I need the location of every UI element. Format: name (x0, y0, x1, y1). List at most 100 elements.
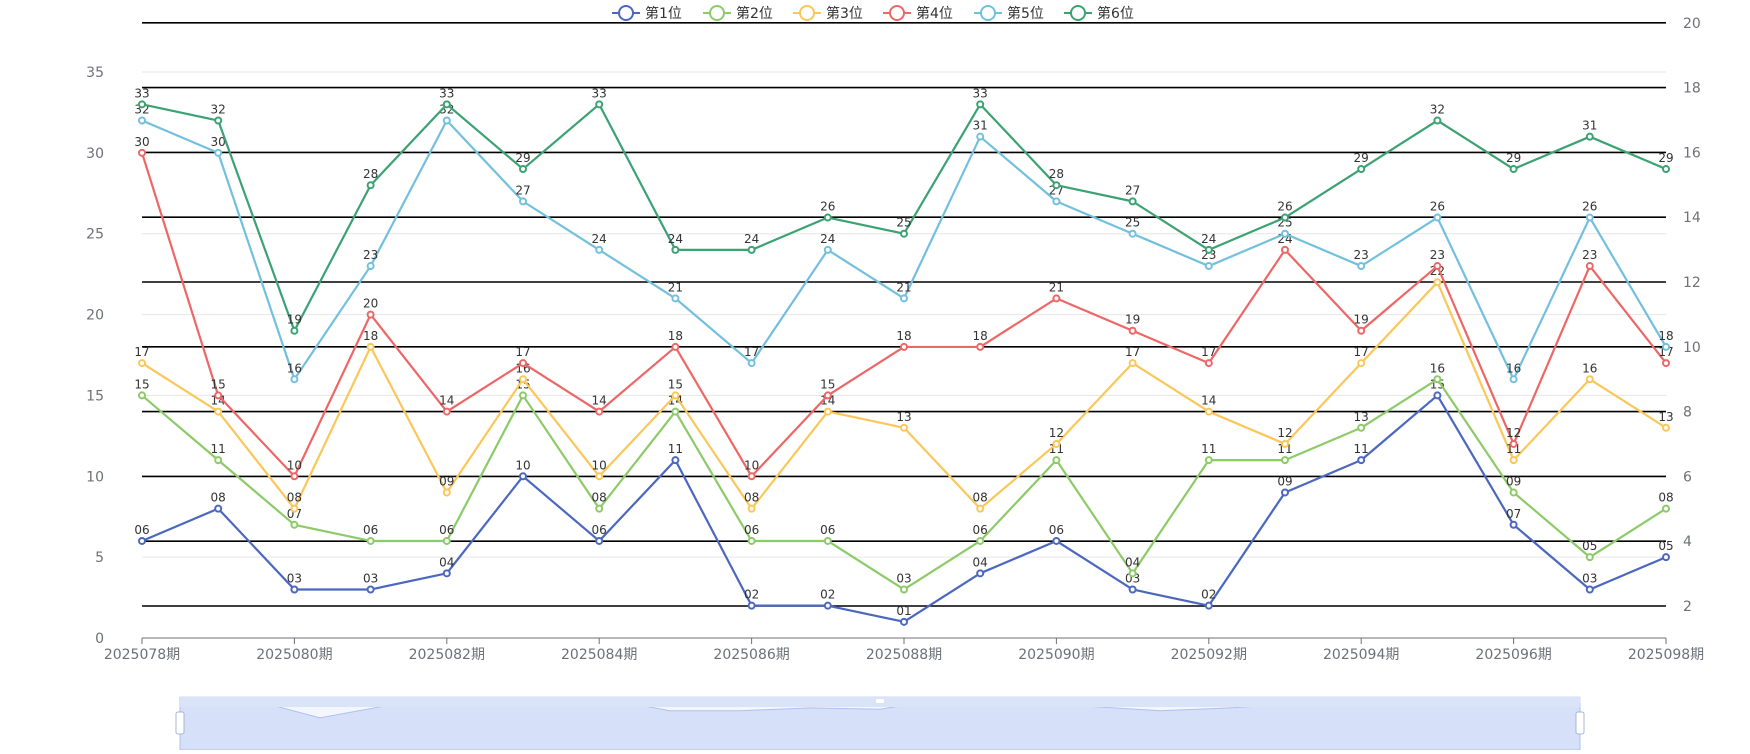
data-point[interactable] (976, 536, 985, 545)
data-point[interactable] (1204, 601, 1213, 610)
data-point[interactable] (290, 326, 299, 335)
data-point[interactable] (214, 148, 223, 157)
data-point[interactable] (1204, 456, 1213, 465)
data-point[interactable] (1433, 391, 1442, 400)
data-point[interactable] (519, 375, 527, 384)
data-point[interactable] (1204, 245, 1213, 254)
data-point[interactable] (1128, 229, 1137, 238)
data-point[interactable] (214, 456, 223, 465)
data-point[interactable] (1509, 456, 1518, 465)
data-point[interactable] (366, 262, 375, 271)
data-point[interactable] (1281, 439, 1289, 448)
data-point[interactable] (1662, 165, 1670, 174)
data-point[interactable] (1052, 439, 1061, 448)
data-point[interactable] (747, 536, 756, 545)
data-point[interactable] (214, 116, 223, 125)
data-point[interactable] (595, 472, 604, 481)
data-point[interactable] (290, 472, 299, 481)
data-point[interactable] (1585, 585, 1594, 594)
data-point[interactable] (747, 601, 756, 610)
data-point[interactable] (519, 165, 527, 174)
data-point[interactable] (442, 100, 451, 109)
data-point[interactable] (595, 407, 604, 416)
data-point[interactable] (366, 585, 375, 594)
legend[interactable]: 第1位 第2位 第3位 第4位 第5位 第6位 (612, 5, 1134, 22)
data-point[interactable] (1433, 213, 1442, 222)
data-point[interactable] (290, 585, 299, 594)
data-point[interactable] (519, 391, 527, 400)
data-point[interactable] (1128, 585, 1137, 594)
legend-item-6[interactable]: 第6位 (1064, 5, 1134, 22)
data-point[interactable] (1357, 165, 1366, 174)
data-point[interactable] (595, 504, 604, 513)
data-point[interactable] (442, 536, 451, 545)
data-point[interactable] (1128, 197, 1137, 206)
legend-item-4[interactable]: 第4位 (883, 5, 953, 22)
data-point[interactable] (138, 359, 146, 368)
data-point[interactable] (1128, 569, 1137, 578)
data-point[interactable] (290, 375, 299, 384)
data-point[interactable] (900, 229, 908, 238)
data-point[interactable] (595, 245, 604, 254)
data-point[interactable] (1357, 423, 1366, 432)
data-point[interactable] (671, 391, 680, 400)
data-point[interactable] (1357, 359, 1366, 368)
data-point[interactable] (366, 342, 375, 351)
data-point[interactable] (1509, 375, 1518, 384)
data-point[interactable] (1662, 359, 1670, 368)
data-point[interactable] (1662, 504, 1670, 513)
data-point[interactable] (1585, 132, 1594, 141)
data-point[interactable] (138, 100, 146, 109)
data-point[interactable] (519, 197, 527, 206)
data-point[interactable] (1585, 262, 1594, 271)
data-point[interactable] (442, 488, 451, 497)
data-point[interactable] (1662, 423, 1670, 432)
data-point[interactable] (442, 569, 451, 578)
data-point[interactable] (214, 391, 223, 400)
data-point[interactable] (290, 520, 299, 529)
data-point[interactable] (1509, 520, 1518, 529)
data-point[interactable] (1433, 116, 1442, 125)
data-point[interactable] (1662, 342, 1670, 351)
data-point[interactable] (519, 472, 527, 481)
data-point[interactable] (1281, 488, 1289, 497)
slider-handle-left[interactable] (175, 711, 185, 735)
data-point[interactable] (366, 536, 375, 545)
data-point[interactable] (900, 617, 908, 626)
data-point[interactable] (823, 245, 832, 254)
data-point[interactable] (1281, 229, 1289, 238)
data-point[interactable] (1585, 375, 1594, 384)
data-point[interactable] (976, 504, 985, 513)
slider-handle-right[interactable] (1575, 711, 1585, 735)
data-point[interactable] (823, 601, 832, 610)
data-point[interactable] (900, 423, 908, 432)
data-point[interactable] (1433, 278, 1442, 287)
data-point[interactable] (1509, 439, 1518, 448)
data-point[interactable] (1585, 213, 1594, 222)
slider-move-handle[interactable] (876, 699, 884, 703)
data-point[interactable] (671, 294, 680, 303)
data-point[interactable] (1281, 456, 1289, 465)
data-point[interactable] (1281, 213, 1289, 222)
data-point[interactable] (823, 391, 832, 400)
data-point[interactable] (366, 310, 375, 319)
data-point[interactable] (290, 504, 299, 513)
data-point[interactable] (1128, 326, 1137, 335)
data-point[interactable] (1662, 553, 1670, 562)
legend-item-1[interactable]: 第1位 (612, 5, 682, 22)
data-point[interactable] (595, 100, 604, 109)
data-point[interactable] (1357, 326, 1366, 335)
data-point[interactable] (214, 504, 223, 513)
data-point[interactable] (900, 294, 908, 303)
data-point[interactable] (1052, 197, 1061, 206)
data-point[interactable] (1433, 262, 1442, 271)
data-point[interactable] (1204, 262, 1213, 271)
data-point[interactable] (519, 359, 527, 368)
data-point[interactable] (442, 116, 451, 125)
data-point[interactable] (1204, 407, 1213, 416)
data-point[interactable] (1357, 456, 1366, 465)
data-point[interactable] (1585, 553, 1594, 562)
data-point[interactable] (1052, 536, 1061, 545)
data-point[interactable] (1204, 359, 1213, 368)
data-point[interactable] (138, 536, 146, 545)
